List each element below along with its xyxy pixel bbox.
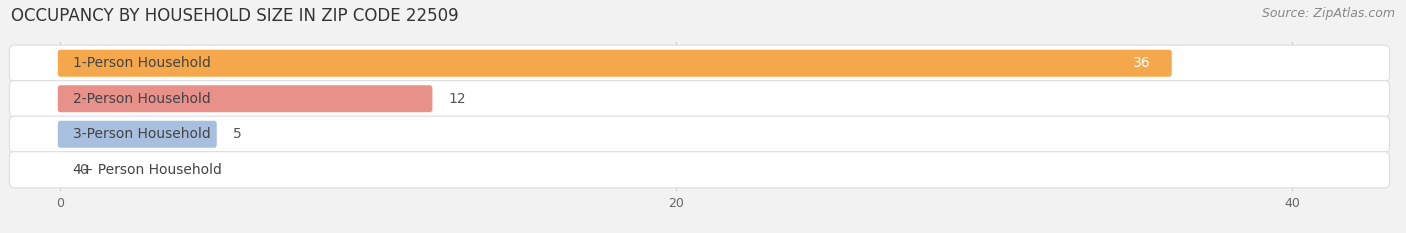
FancyBboxPatch shape	[10, 81, 1389, 117]
FancyBboxPatch shape	[58, 121, 217, 148]
Text: OCCUPANCY BY HOUSEHOLD SIZE IN ZIP CODE 22509: OCCUPANCY BY HOUSEHOLD SIZE IN ZIP CODE …	[11, 7, 458, 25]
FancyBboxPatch shape	[58, 85, 433, 112]
Text: 36: 36	[1133, 56, 1150, 70]
FancyBboxPatch shape	[10, 116, 1389, 152]
Text: 4+ Person Household: 4+ Person Household	[73, 163, 222, 177]
Text: 3-Person Household: 3-Person Household	[73, 127, 211, 141]
Text: 2-Person Household: 2-Person Household	[73, 92, 211, 106]
FancyBboxPatch shape	[58, 50, 1171, 77]
FancyBboxPatch shape	[10, 152, 1389, 188]
Text: Source: ZipAtlas.com: Source: ZipAtlas.com	[1261, 7, 1395, 20]
Text: 5: 5	[233, 127, 242, 141]
Text: 1-Person Household: 1-Person Household	[73, 56, 211, 70]
Text: 0: 0	[79, 163, 87, 177]
Text: 12: 12	[449, 92, 465, 106]
FancyBboxPatch shape	[10, 45, 1389, 81]
